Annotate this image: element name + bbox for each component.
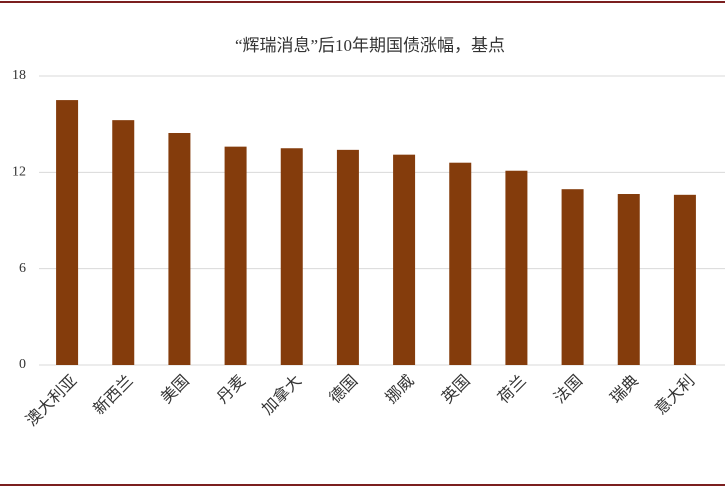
- bar: [56, 100, 79, 365]
- x-tick-label: 意大利: [651, 371, 698, 418]
- bar: [336, 149, 359, 365]
- bar: [168, 132, 191, 365]
- bar: [224, 146, 247, 365]
- y-tick-label: 6: [19, 261, 26, 276]
- bar: [617, 194, 640, 365]
- y-tick-label: 12: [12, 165, 26, 180]
- bar: [280, 148, 303, 365]
- x-tick-label: 瑞典: [607, 372, 642, 407]
- bar: [449, 162, 472, 365]
- x-tick-label: 加拿大: [258, 371, 305, 418]
- x-tick-label: 英国: [438, 372, 473, 407]
- x-tick-label: 法国: [551, 372, 586, 407]
- bar: [561, 189, 584, 365]
- x-tick-label: 丹麦: [214, 372, 249, 407]
- bar: [112, 120, 135, 366]
- y-tick-label: 18: [12, 68, 26, 83]
- x-tick-label: 挪威: [382, 372, 417, 407]
- x-tick-label: 荷兰: [494, 372, 529, 407]
- bar: [673, 194, 696, 365]
- x-tick-label: 新西兰: [90, 372, 137, 419]
- bar: [505, 170, 528, 365]
- x-tick-label: 澳大利亚: [23, 372, 81, 430]
- x-tick-label: 德国: [326, 372, 361, 407]
- chart-title: “辉瑞消息”后10年期国债涨幅，基点: [235, 36, 505, 55]
- x-tick-label: 美国: [157, 372, 192, 407]
- y-tick-label: 0: [19, 357, 26, 372]
- bar: [393, 154, 416, 365]
